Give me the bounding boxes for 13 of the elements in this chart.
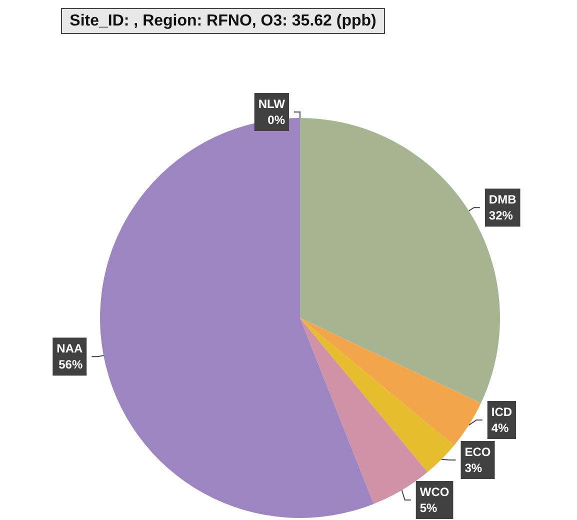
slice-label: ICD bbox=[491, 405, 512, 419]
data-label: 32% bbox=[488, 208, 514, 223]
category-label: NLW bbox=[258, 97, 285, 111]
data-label: 5% bbox=[420, 501, 438, 515]
slice-label: DMB bbox=[488, 192, 517, 207]
data-label: 3% bbox=[464, 461, 482, 475]
slice-label: ECO bbox=[464, 445, 491, 459]
slice-label: WCO bbox=[420, 485, 450, 499]
data-label: 56% bbox=[58, 358, 83, 372]
slice-label: NAA bbox=[56, 342, 83, 356]
text: 0% bbox=[268, 113, 285, 127]
chart-title: Site_ID: , Region: RFNO, O3: 35.62 (ppb) bbox=[70, 12, 376, 30]
data-label: 4% bbox=[491, 421, 510, 435]
